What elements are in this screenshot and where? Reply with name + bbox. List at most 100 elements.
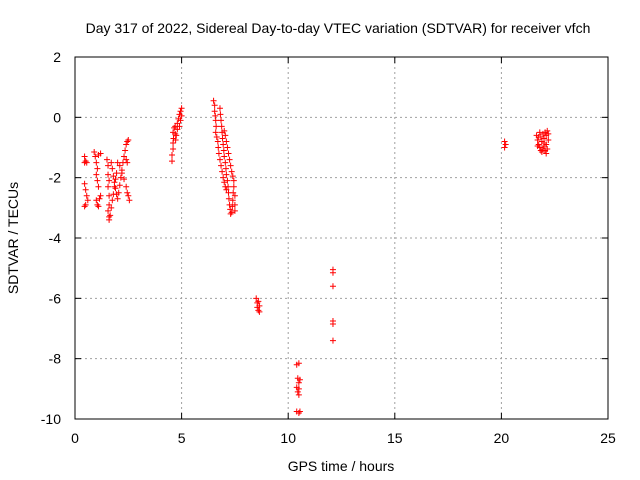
data-point	[227, 162, 234, 169]
data-point	[219, 168, 226, 175]
data-point	[118, 170, 125, 177]
x-tick-label: 20	[494, 430, 510, 446]
data-point	[82, 186, 89, 193]
x-axis-title: GPS time / hours	[288, 458, 395, 474]
data-point	[106, 192, 113, 199]
data-point	[255, 307, 262, 314]
data-point	[545, 136, 552, 143]
data-point	[115, 189, 122, 196]
data-point	[535, 141, 542, 148]
data-point	[106, 201, 113, 208]
data-point	[253, 295, 260, 302]
data-point	[230, 183, 237, 190]
data-point	[123, 156, 130, 163]
data-point	[329, 320, 336, 327]
data-point	[224, 177, 231, 184]
data-point	[544, 127, 551, 134]
data-point	[224, 144, 231, 151]
data-point	[124, 138, 131, 145]
data-point	[212, 117, 219, 124]
data-point	[121, 153, 128, 160]
data-point	[230, 177, 237, 184]
data-point	[544, 146, 551, 153]
data-point	[108, 159, 115, 166]
data-point	[105, 162, 112, 169]
data-point	[178, 105, 185, 112]
data-point	[223, 171, 230, 178]
data-point	[228, 209, 235, 216]
data-point	[173, 132, 180, 139]
data-point	[256, 302, 263, 309]
data-point	[295, 391, 302, 398]
data-point	[113, 170, 120, 177]
data-point	[174, 120, 181, 127]
data-point	[123, 183, 130, 190]
data-point	[169, 158, 176, 165]
data-point	[176, 123, 183, 130]
data-point	[95, 183, 102, 190]
data-point	[109, 165, 116, 172]
data-point	[177, 117, 184, 124]
data-point	[94, 165, 101, 172]
x-tick-label: 10	[280, 430, 296, 446]
x-tick-label: 25	[600, 430, 616, 446]
axis-ticks: 0 5 10 15 20 25 -10 -8 -6 -4 -2 0 2	[41, 49, 616, 446]
grid-lines	[75, 57, 608, 419]
data-point	[231, 207, 238, 214]
data-point	[210, 97, 217, 104]
data-point	[211, 108, 218, 115]
data-point	[83, 192, 90, 199]
data-point	[295, 379, 302, 386]
data-point	[94, 177, 101, 184]
data-point	[255, 298, 262, 305]
chart-title: Day 317 of 2022, Sidereal Day-to-day VTE…	[86, 20, 591, 36]
data-point	[93, 159, 100, 166]
data-point	[106, 216, 113, 223]
data-point	[216, 156, 223, 163]
data-point	[122, 147, 129, 154]
data-point	[221, 179, 228, 186]
data-point	[329, 283, 336, 290]
data-point	[226, 201, 233, 208]
data-point	[538, 149, 545, 156]
data-point	[534, 142, 541, 149]
data-point	[502, 141, 509, 148]
data-point	[225, 183, 232, 190]
y-tick-label: -2	[49, 170, 62, 186]
x-tick-label: 5	[178, 430, 186, 446]
y-tick-label: 0	[53, 109, 61, 125]
data-point	[172, 136, 179, 143]
data-point	[103, 156, 110, 163]
data-point	[109, 197, 116, 204]
data-point	[93, 197, 100, 204]
data-point	[112, 176, 119, 183]
data-point	[117, 174, 124, 181]
data-point	[105, 207, 112, 214]
data-point	[110, 173, 117, 180]
data-point	[228, 168, 235, 175]
data-point	[97, 150, 104, 157]
data-point	[295, 385, 302, 392]
data-point	[543, 150, 550, 157]
data-point	[125, 136, 132, 143]
data-point	[545, 130, 552, 137]
data-point	[230, 189, 237, 196]
data-point	[124, 159, 131, 166]
y-tick-label: 2	[53, 49, 61, 65]
data-point	[329, 337, 336, 344]
data-point	[219, 135, 226, 142]
x-tick-label: 0	[71, 430, 79, 446]
data-point	[211, 102, 218, 109]
data-point	[501, 138, 508, 145]
data-point	[93, 171, 100, 178]
data-point	[123, 141, 130, 148]
data-point	[114, 195, 121, 202]
data-points	[81, 97, 552, 416]
y-tick-label: -4	[49, 230, 62, 246]
data-point	[225, 195, 232, 202]
data-point	[223, 138, 230, 145]
data-point	[91, 149, 98, 156]
data-point	[222, 159, 229, 166]
data-point	[217, 111, 224, 118]
